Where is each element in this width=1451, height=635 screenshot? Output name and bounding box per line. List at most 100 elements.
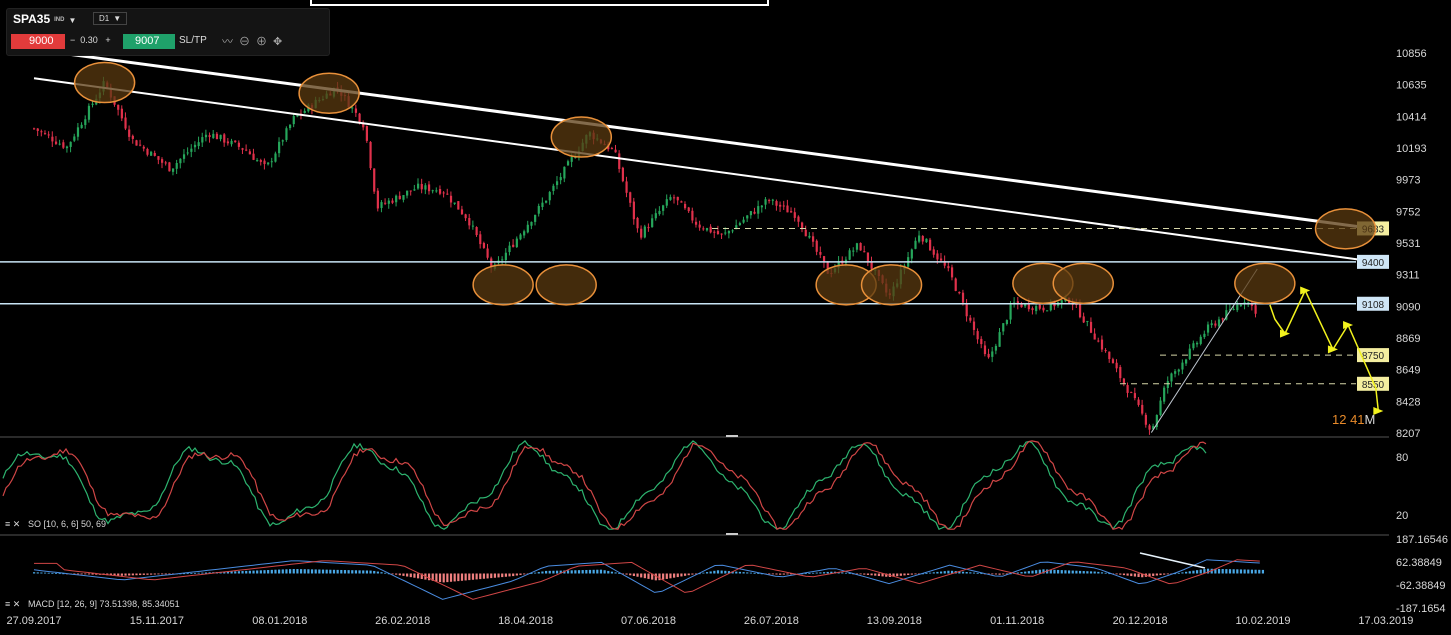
symbol-selector[interactable]: SPA35 IND ▼ (13, 12, 76, 26)
candle-body (65, 146, 69, 149)
candle-body (808, 235, 811, 238)
projection-arrowhead (1343, 320, 1354, 329)
macd-bar (120, 573, 123, 576)
timeframe-selector[interactable]: D1 ▼ (93, 12, 128, 25)
macd-bar (1071, 570, 1074, 574)
candle-body (738, 223, 742, 226)
candle-body (914, 240, 917, 249)
macd-bar (610, 571, 614, 574)
candle-body (84, 119, 87, 126)
candle-body (691, 210, 694, 221)
macd-bar (874, 573, 877, 576)
macd-bar (1035, 570, 1038, 574)
macd-bar (95, 573, 98, 575)
candle-body (939, 258, 943, 261)
macd-bar (1130, 573, 1133, 577)
macd-bar (391, 573, 394, 575)
zoom-out-icon[interactable]: ⊖ (239, 36, 256, 48)
macd-bar (1155, 573, 1158, 576)
macd-bar (1122, 573, 1126, 576)
macd-bar (1049, 569, 1052, 574)
macd-bar (54, 573, 58, 574)
candle-body (1060, 300, 1063, 304)
macd-bar (351, 570, 354, 574)
candle-body (1236, 304, 1239, 311)
stoch-tick-label: 20 (1396, 510, 1408, 522)
crosshair-icon[interactable]: ✥ (273, 36, 289, 48)
macd-bar (515, 573, 518, 576)
candle-body (204, 134, 208, 138)
macd-bar (548, 570, 551, 574)
plus-icon[interactable]: + (105, 35, 111, 45)
macd-bar (625, 573, 628, 575)
candle-body (1086, 320, 1089, 322)
macd-bar (552, 570, 555, 574)
macd-bar (208, 572, 211, 574)
y-tick-label: 8428 (1396, 396, 1420, 408)
spread-control[interactable]: − 0.30 + (70, 35, 111, 45)
candle-body (482, 242, 486, 248)
candle-body (972, 321, 976, 330)
macd-bar (969, 572, 972, 574)
macd-bar (716, 570, 720, 574)
zoom-in-icon[interactable]: ⊕ (256, 36, 273, 48)
candle-body (1005, 320, 1009, 324)
candle-body (998, 332, 1001, 347)
macd-bar (1020, 572, 1023, 574)
macd-bar (632, 573, 635, 577)
macd-bar (811, 572, 815, 574)
candle-body (161, 159, 164, 163)
minus-icon[interactable]: − (70, 35, 76, 45)
candle-body (987, 353, 990, 358)
candle-body (230, 140, 233, 145)
line-chart-icon[interactable]: 〰 (222, 36, 239, 48)
candle-body (680, 201, 683, 203)
candle-body (373, 168, 376, 192)
macd-bar (863, 573, 866, 575)
macd-bar (643, 573, 646, 579)
macd-bar (406, 573, 409, 577)
candle-body (131, 135, 134, 139)
buy-button[interactable]: 9007 (123, 34, 175, 49)
macd-bar (164, 573, 167, 575)
macd-bar (903, 573, 906, 576)
macd-bar (965, 572, 968, 574)
macd-bar (336, 569, 339, 574)
projection-arrowhead (1280, 329, 1291, 338)
candle-body (76, 127, 80, 137)
middle-trendline (33, 77, 1387, 265)
sell-button[interactable]: 9000 (11, 34, 65, 49)
macd-bar (614, 572, 617, 574)
sl-tp-button[interactable]: SL/TP (179, 35, 207, 46)
candle-body (610, 148, 614, 150)
candle-body (775, 201, 778, 206)
macd-bar (669, 573, 672, 579)
candle-body (54, 141, 58, 144)
macd-bar (1148, 573, 1151, 577)
candle-body (117, 104, 120, 110)
candle-body (460, 209, 464, 215)
candle-body (687, 207, 690, 212)
candle-body (804, 229, 807, 237)
macd-bar (885, 573, 888, 577)
candle-body (694, 221, 698, 225)
candle-body (142, 146, 145, 149)
macd-bar (1057, 569, 1060, 574)
candle-body (186, 152, 189, 154)
countdown-part: 12 (1332, 412, 1350, 427)
macd-bar (1031, 570, 1034, 574)
macd-bar (91, 573, 94, 575)
macd-bar (508, 573, 511, 577)
candle-body (822, 256, 826, 263)
macd-bar (782, 573, 785, 575)
candle-body (632, 201, 635, 220)
macd-bar (994, 573, 998, 575)
macd-bar (131, 573, 134, 576)
macd-bar (384, 572, 387, 574)
candle-body (629, 192, 632, 203)
candle-body (486, 248, 489, 258)
macd-bar (786, 573, 789, 575)
macd-bar (139, 573, 142, 576)
candle-body (150, 151, 153, 156)
